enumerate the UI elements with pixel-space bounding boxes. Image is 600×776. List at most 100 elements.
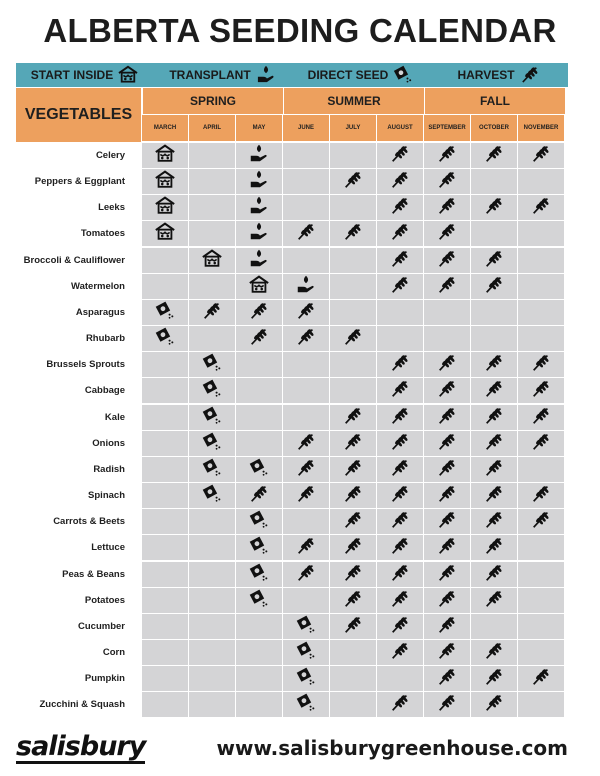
calendar-cell — [236, 613, 282, 639]
calendar-cell — [377, 378, 423, 404]
vegetable-name: Broccoli & Cauliflower — [23, 254, 125, 266]
calendar-cell — [189, 299, 235, 325]
calendar-cell — [377, 143, 423, 168]
vegetable-name: Peppers & Eggplant — [34, 176, 125, 188]
vegetable-name: Asparagus — [75, 306, 125, 318]
vegetable-name: Kale — [104, 411, 125, 423]
month-july: JULY — [330, 115, 376, 141]
harvest-icon — [342, 535, 364, 560]
calendar-cell — [330, 143, 376, 168]
calendar-cell — [471, 456, 517, 482]
calendar-cell — [283, 299, 329, 325]
table-row: Onions — [16, 430, 565, 456]
harvest-icon — [389, 692, 411, 717]
calendar-cell — [377, 666, 423, 692]
vegetable-name: Onions — [92, 437, 125, 449]
calendar-cell — [142, 273, 188, 299]
calendar-cell — [471, 404, 517, 430]
table-row: Kale — [16, 404, 565, 430]
calendar-cell — [236, 326, 282, 352]
harvest-icon — [389, 562, 411, 587]
calendar-cell — [283, 613, 329, 639]
calendar-cell — [424, 430, 470, 456]
calendar-cell — [377, 535, 423, 561]
calendar-cell — [377, 587, 423, 613]
calendar-cell — [518, 195, 564, 221]
harvest-icon — [342, 326, 364, 351]
month-may: MAY — [236, 115, 282, 141]
harvest-icon — [436, 640, 458, 665]
harvest-icon — [389, 431, 411, 456]
harvest-icon — [436, 614, 458, 639]
table-row: Peas & Beans — [16, 561, 565, 587]
calendar-cell — [142, 430, 188, 456]
harvest-icon — [389, 614, 411, 639]
calendar-cell — [424, 221, 470, 247]
start-inside-icon — [201, 248, 223, 273]
calendar-cell — [518, 692, 564, 718]
calendar-cell — [377, 483, 423, 509]
harvest-icon — [295, 431, 317, 456]
calendar-cell — [236, 639, 282, 665]
calendar-cell — [283, 404, 329, 430]
calendar-cell — [424, 378, 470, 404]
harvest-icon — [342, 431, 364, 456]
harvest-icon — [483, 588, 505, 613]
harvest-icon — [342, 169, 364, 194]
calendar-cell — [142, 326, 188, 352]
calendar-cell — [142, 169, 188, 195]
website-url[interactable]: www.salisburygreenhouse.com — [216, 736, 568, 760]
calendar-cell — [330, 483, 376, 509]
calendar-cell — [377, 273, 423, 299]
start-inside-icon — [154, 169, 176, 194]
calendar-cell — [189, 587, 235, 613]
calendar-cell — [330, 613, 376, 639]
calendar-cell — [142, 352, 188, 378]
legend-bar: START INSIDE TRANSPLANT DIRECT SEED HARVEST — [16, 63, 568, 87]
calendar-cell — [330, 404, 376, 430]
calendar-cell — [283, 561, 329, 587]
calendar-cell — [236, 509, 282, 535]
harvest-icon — [436, 666, 458, 691]
vegetable-name: Potatoes — [84, 594, 125, 606]
calendar-cell — [471, 692, 517, 718]
calendar-cell — [377, 456, 423, 482]
legend-item-transplant: TRANSPLANT — [154, 65, 292, 86]
harvest-icon — [295, 221, 317, 246]
calendar-cell — [189, 221, 235, 247]
harvest-icon — [342, 405, 364, 430]
harvest-icon — [483, 352, 505, 377]
calendar-cell — [377, 221, 423, 247]
month-june: JUNE — [283, 115, 329, 141]
salisbury-logo: salisbury — [16, 730, 146, 764]
calendar-cell — [189, 639, 235, 665]
harvest-icon — [389, 640, 411, 665]
calendar-cell — [518, 221, 564, 247]
calendar-cell — [189, 692, 235, 718]
calendar-cell — [518, 639, 564, 665]
calendar-cell — [330, 326, 376, 352]
calendar-cell — [518, 561, 564, 587]
calendar-cell — [142, 483, 188, 509]
harvest-icon — [389, 352, 411, 377]
start-inside-icon — [248, 274, 270, 299]
calendar-cell — [424, 692, 470, 718]
legend-label: TRANSPLANT — [169, 68, 251, 82]
harvest-icon — [436, 509, 458, 534]
calendar-cell — [142, 456, 188, 482]
calendar-cell — [283, 535, 329, 561]
calendar-cell — [424, 326, 470, 352]
calendar-cell — [189, 195, 235, 221]
transplant-icon — [248, 169, 270, 194]
harvest-icon — [436, 143, 458, 168]
harvest-icon — [483, 405, 505, 430]
table-row: Rhubarb — [16, 326, 565, 352]
harvest-icon — [342, 483, 364, 508]
harvest-icon — [436, 457, 458, 482]
direct-seed-icon — [201, 352, 223, 377]
vegetable-name: Tomatoes — [80, 228, 125, 240]
calendar-cell — [236, 666, 282, 692]
table-row: Radish — [16, 456, 565, 482]
harvest-icon — [530, 509, 552, 534]
calendar-cell — [330, 666, 376, 692]
